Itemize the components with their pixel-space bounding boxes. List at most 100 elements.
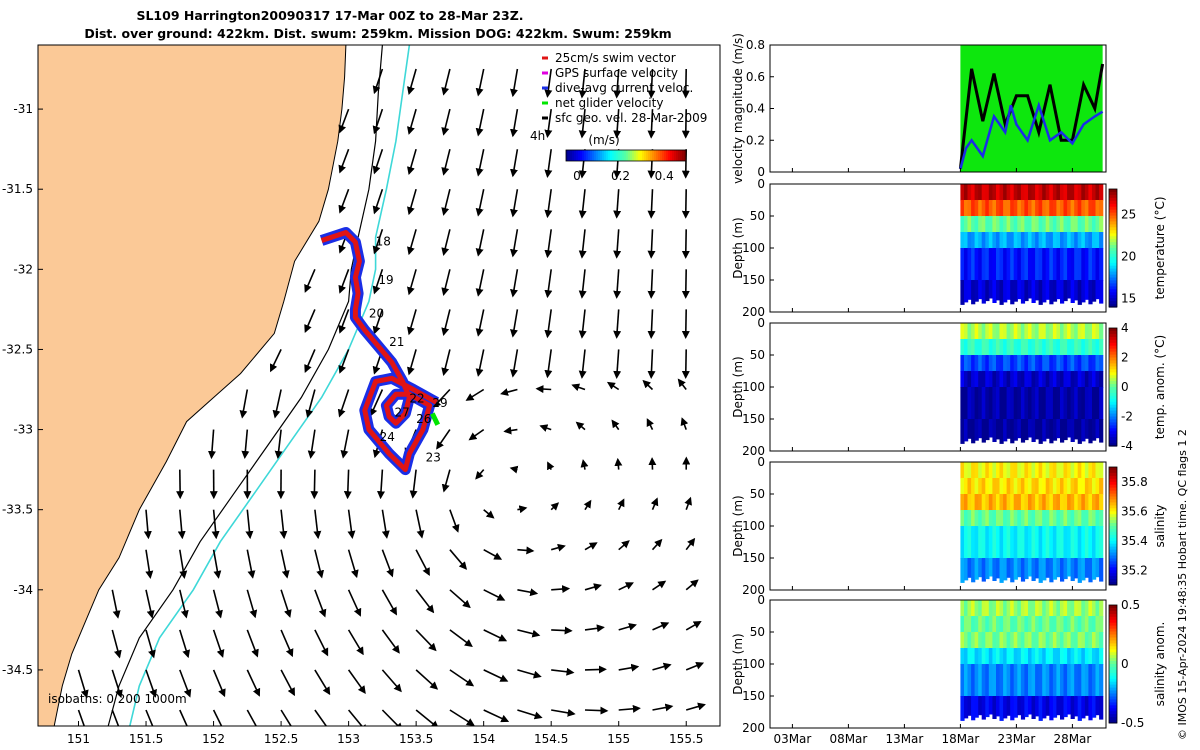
section-cell (974, 462, 979, 479)
section-cell (974, 616, 979, 633)
section-cell (1020, 248, 1026, 281)
colorbar-cell (600, 150, 603, 161)
section-cell (1035, 696, 1040, 717)
section-cell (1017, 419, 1022, 439)
current-vector (441, 469, 451, 493)
section-cell (1013, 232, 1018, 249)
section-cell (988, 510, 993, 527)
section-cell (1095, 558, 1100, 578)
section-cell (1052, 371, 1058, 388)
section-cell (1056, 216, 1061, 233)
section-cell (1010, 355, 1015, 372)
section-cell (978, 232, 983, 249)
colorbar-cell (616, 150, 619, 161)
section-cell (978, 387, 983, 420)
current-vector (510, 68, 519, 98)
current-vector (177, 509, 186, 540)
section-cell (1081, 355, 1086, 372)
colorbar-cell (654, 150, 657, 161)
current-vector (613, 109, 622, 139)
section-cell (960, 632, 965, 649)
section-cell (985, 526, 990, 559)
section-cell (1049, 558, 1054, 583)
section-cell (992, 510, 997, 527)
current-vector (415, 629, 437, 652)
section-cell (992, 355, 997, 372)
section-cell (1095, 216, 1100, 233)
current-vector (415, 669, 439, 690)
section-cell (964, 216, 969, 233)
section-cell (1024, 387, 1029, 420)
colorbar-cell (1109, 395, 1117, 400)
section-cell (1020, 323, 1026, 340)
section-cell (1003, 526, 1008, 559)
current-vector (436, 429, 451, 450)
y-tick-label: 0.2 (746, 133, 765, 147)
current-vector (415, 509, 425, 539)
current-vector (212, 629, 225, 658)
section-cell (1035, 526, 1040, 559)
section-cell (1077, 355, 1082, 372)
section-cell (967, 510, 972, 527)
section-cell (1081, 616, 1086, 633)
section-cell (1028, 371, 1033, 388)
section-cell (1077, 696, 1082, 721)
section-cell (1010, 494, 1015, 511)
current-vector (441, 189, 451, 216)
colorbar-cell (1109, 369, 1117, 373)
current-vector (449, 509, 460, 533)
current-vector (606, 381, 620, 391)
current-vector (578, 229, 587, 259)
section-cell (1056, 200, 1061, 217)
section-cell (1045, 339, 1050, 356)
section-cell (999, 648, 1004, 665)
colorbar-cell (1109, 203, 1117, 208)
section-cell (1060, 478, 1065, 495)
section-cell (981, 355, 986, 372)
section-cell (1028, 510, 1033, 527)
colorbar-cell (680, 150, 683, 161)
section-cell (1095, 280, 1100, 300)
section-cell (1038, 184, 1043, 201)
section-cell (1099, 371, 1104, 388)
section-cell (1092, 355, 1097, 372)
section-cell (985, 664, 990, 697)
section-cell (1070, 632, 1075, 649)
section-cell (1017, 216, 1022, 233)
x-tick-label: 28Mar (1053, 732, 1091, 746)
section-cell (1081, 600, 1086, 617)
section-cell (1042, 664, 1047, 697)
section-cell (1099, 280, 1104, 304)
section-cell (988, 616, 993, 633)
colorbar-tick: 2 (1121, 351, 1129, 365)
section-cell (1092, 478, 1097, 495)
colorbar-cell (1109, 684, 1117, 689)
figure-title: SL109 Harrington20090317 17-Mar 00Z to 2… (136, 8, 523, 23)
section-cell (974, 184, 979, 201)
section-cell (1063, 355, 1068, 372)
current-vector (510, 149, 519, 178)
section-cell (1028, 339, 1033, 356)
x-tick-label: 08Mar (829, 732, 867, 746)
section-cell (1031, 462, 1036, 479)
current-vector (372, 68, 384, 95)
section-cell (985, 558, 990, 580)
section-cell (1042, 510, 1047, 527)
section-cell (1024, 558, 1029, 580)
section-cell (1070, 510, 1075, 527)
colorbar-cell (1109, 304, 1117, 308)
section-cell (996, 648, 1001, 665)
current-vector (483, 589, 506, 601)
colorbar-cell (1109, 678, 1117, 683)
current-vector (314, 629, 329, 657)
section-cell (1045, 510, 1050, 527)
section-cell (1070, 371, 1075, 388)
current-vector (441, 149, 451, 176)
current-vector (681, 229, 690, 259)
section-cell (1006, 696, 1011, 716)
section-cell (981, 616, 986, 633)
section-cell (1006, 526, 1011, 559)
current-vector (475, 68, 485, 97)
section-cell (1081, 419, 1086, 442)
colorbar-cell (1109, 558, 1117, 562)
